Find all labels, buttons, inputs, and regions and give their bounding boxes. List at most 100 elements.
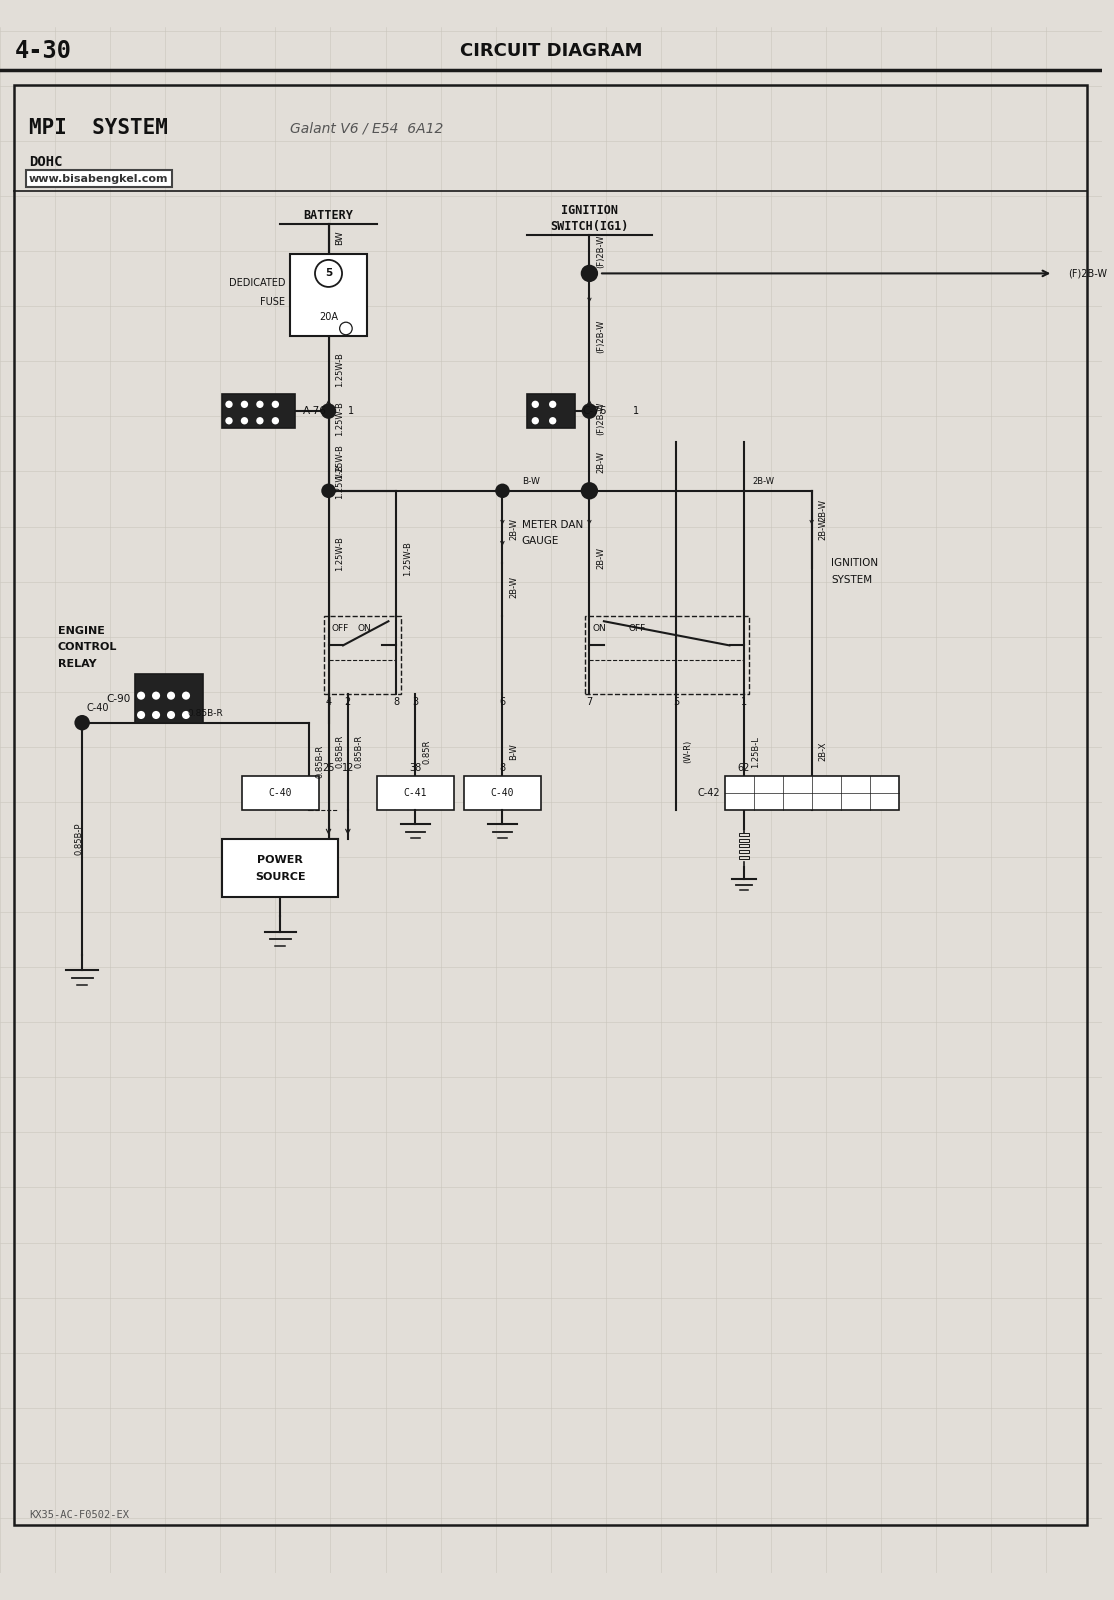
- Text: C-40: C-40: [490, 787, 515, 798]
- Text: ON: ON: [593, 624, 606, 634]
- Circle shape: [272, 400, 278, 408]
- Text: 1: 1: [741, 696, 747, 707]
- Circle shape: [256, 400, 264, 408]
- Text: CIRCUIT DIAGRAM: CIRCUIT DIAGRAM: [459, 42, 642, 61]
- Text: (F)2B-W: (F)2B-W: [596, 235, 605, 267]
- Circle shape: [321, 483, 335, 498]
- Circle shape: [580, 482, 598, 499]
- Text: 0.85B-P: 0.85B-P: [75, 822, 84, 854]
- Text: C-76: C-76: [583, 406, 607, 416]
- Text: 12: 12: [342, 763, 354, 773]
- Text: 5: 5: [325, 269, 332, 278]
- Text: 1.25W-B: 1.25W-B: [335, 464, 344, 499]
- Bar: [135, 674, 203, 723]
- Circle shape: [182, 691, 190, 699]
- Text: 2B-W: 2B-W: [752, 477, 774, 486]
- Text: B-W: B-W: [509, 744, 518, 760]
- Text: KX35-AC-F0502-EX: KX35-AC-F0502-EX: [29, 1510, 129, 1520]
- Text: MPI  SYSTEM: MPI SYSTEM: [29, 118, 168, 139]
- Text: DOHC: DOHC: [29, 155, 62, 170]
- Text: CONTROL: CONTROL: [58, 642, 117, 653]
- Text: IGNITION: IGNITION: [561, 205, 618, 218]
- Circle shape: [256, 418, 264, 424]
- Text: SYSTEM: SYSTEM: [831, 574, 872, 584]
- Circle shape: [549, 400, 556, 408]
- Text: 0.85B-R: 0.85B-R: [335, 734, 344, 768]
- Text: 3: 3: [412, 696, 419, 707]
- Text: 5: 5: [673, 696, 680, 707]
- Text: METER DAN: METER DAN: [521, 520, 583, 530]
- Text: (F)2B-W: (F)2B-W: [596, 320, 605, 354]
- Text: 38: 38: [409, 763, 421, 773]
- Circle shape: [531, 418, 539, 424]
- Bar: [324, 616, 401, 694]
- Text: DEDICATED: DEDICATED: [228, 278, 285, 288]
- Circle shape: [152, 691, 160, 699]
- Bar: [725, 776, 899, 810]
- Text: C-40: C-40: [268, 787, 292, 798]
- Text: SWITCH(IG1): SWITCH(IG1): [550, 219, 628, 232]
- Bar: [377, 776, 455, 810]
- Text: A-76: A-76: [302, 406, 326, 416]
- Text: C-40: C-40: [87, 704, 109, 714]
- Text: 2B-W: 2B-W: [509, 518, 518, 541]
- Text: B-W: B-W: [522, 477, 540, 486]
- Circle shape: [137, 710, 145, 718]
- Text: 0.85R: 0.85R: [422, 739, 431, 763]
- Circle shape: [580, 264, 598, 282]
- Circle shape: [272, 418, 278, 424]
- Text: 4: 4: [325, 696, 332, 707]
- Bar: [222, 838, 339, 896]
- Circle shape: [549, 418, 556, 424]
- Text: 1.25W-B: 1.25W-B: [335, 445, 344, 480]
- Text: 1.25W-B: 1.25W-B: [403, 541, 412, 576]
- Text: OFF: OFF: [332, 624, 349, 634]
- Text: 4-30: 4-30: [14, 38, 71, 62]
- Text: (W-R): (W-R): [683, 741, 692, 763]
- Bar: [527, 394, 575, 429]
- Bar: [585, 616, 749, 694]
- Text: BW: BW: [335, 230, 344, 245]
- Bar: [222, 394, 295, 429]
- Circle shape: [225, 418, 233, 424]
- Text: RELAY: RELAY: [58, 659, 97, 669]
- Text: C-90: C-90: [106, 693, 130, 704]
- Text: 2B-W: 2B-W: [819, 499, 828, 522]
- Text: 62: 62: [737, 763, 750, 773]
- Text: 1.25B-L: 1.25B-L: [751, 736, 760, 768]
- Circle shape: [225, 400, 233, 408]
- Text: POWER: POWER: [257, 854, 303, 866]
- Circle shape: [582, 403, 597, 419]
- Circle shape: [241, 418, 248, 424]
- Text: 1.25W-B: 1.25W-B: [335, 536, 344, 571]
- Text: 2B-W: 2B-W: [596, 547, 605, 570]
- Bar: [290, 254, 368, 336]
- Text: 1: 1: [348, 406, 354, 416]
- Text: 0.85B-R: 0.85B-R: [354, 734, 363, 768]
- Text: (F)2B-W: (F)2B-W: [596, 402, 605, 435]
- Text: 2: 2: [344, 696, 351, 707]
- Circle shape: [75, 715, 90, 731]
- Text: 2B-W: 2B-W: [596, 451, 605, 474]
- Text: C-41: C-41: [403, 787, 428, 798]
- Text: 25: 25: [322, 763, 335, 773]
- Text: SOURCE: SOURCE: [255, 872, 305, 882]
- Text: 2B-X: 2B-X: [819, 742, 828, 762]
- Text: ENGINE: ENGINE: [58, 626, 105, 635]
- Text: 6: 6: [499, 696, 506, 707]
- Text: 2B-W: 2B-W: [819, 518, 828, 541]
- Text: 1.25W-B: 1.25W-B: [335, 402, 344, 435]
- Circle shape: [167, 710, 175, 718]
- Text: 20A: 20A: [319, 312, 338, 322]
- Text: FUSE: FUSE: [260, 298, 285, 307]
- Circle shape: [321, 403, 336, 419]
- Text: 1.25W-B: 1.25W-B: [335, 352, 344, 387]
- Text: 2B-W: 2B-W: [509, 576, 518, 598]
- Text: GAUGE: GAUGE: [521, 536, 559, 546]
- Text: IGNITION: IGNITION: [831, 558, 878, 568]
- Text: ON: ON: [358, 624, 371, 634]
- Text: BATTERY: BATTERY: [304, 210, 353, 222]
- Text: 1: 1: [633, 406, 639, 416]
- Text: 8: 8: [393, 696, 399, 707]
- Circle shape: [241, 400, 248, 408]
